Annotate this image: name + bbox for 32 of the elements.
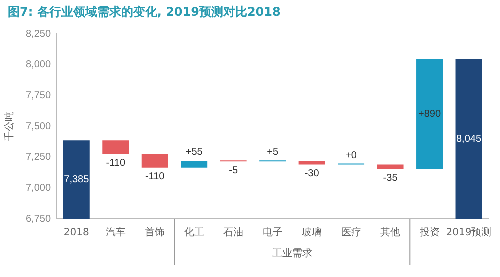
x-tick-label: 石油 [224, 226, 244, 239]
x-tick-label: 电子 [262, 226, 283, 239]
text: 工业需求 [272, 248, 312, 260]
x-tick-label: 其他 [380, 226, 401, 239]
data-label: -30 [304, 168, 320, 180]
y-tick-label: 7,750 [26, 90, 52, 102]
data-label: +0 [346, 150, 358, 162]
y-tick-label: 6,750 [26, 214, 52, 225]
data-label: +55 [186, 146, 204, 158]
y-tick-label: 7,250 [26, 152, 52, 164]
y-tick-label: 7,500 [26, 121, 52, 132]
data-label: -110 [145, 172, 166, 183]
y-tick-label: 8,000 [26, 60, 52, 71]
data-label: +890 [418, 108, 442, 120]
x-tick-label: 医疗 [341, 226, 362, 239]
chart-title: 图7: 各行业领域需求的变化, 2019预测对比2018 [7, 4, 282, 21]
x-tick-label: 玻璃 [302, 226, 322, 239]
y-axis-title: 千公吨 [4, 112, 16, 142]
data-label: -110 [106, 158, 126, 169]
data-label: 8,045 [456, 134, 482, 145]
y-tick-label: 7,000 [26, 182, 52, 194]
x-tick-label: 2018 [64, 228, 90, 239]
x-tick-label: 汽车 [106, 226, 126, 239]
x-tick-label: 化工 [184, 226, 204, 239]
data-label: -5 [229, 165, 238, 176]
y-tick-label: 8,250 [26, 28, 52, 40]
data-label: -35 [383, 172, 398, 184]
x-tick-label: 2019预测 [446, 226, 492, 239]
data-label: +5 [267, 146, 279, 158]
x-tick-label: 首饰 [145, 226, 166, 239]
x-tick-label: 投资 [418, 226, 440, 239]
data-label: 7,385 [64, 174, 90, 186]
